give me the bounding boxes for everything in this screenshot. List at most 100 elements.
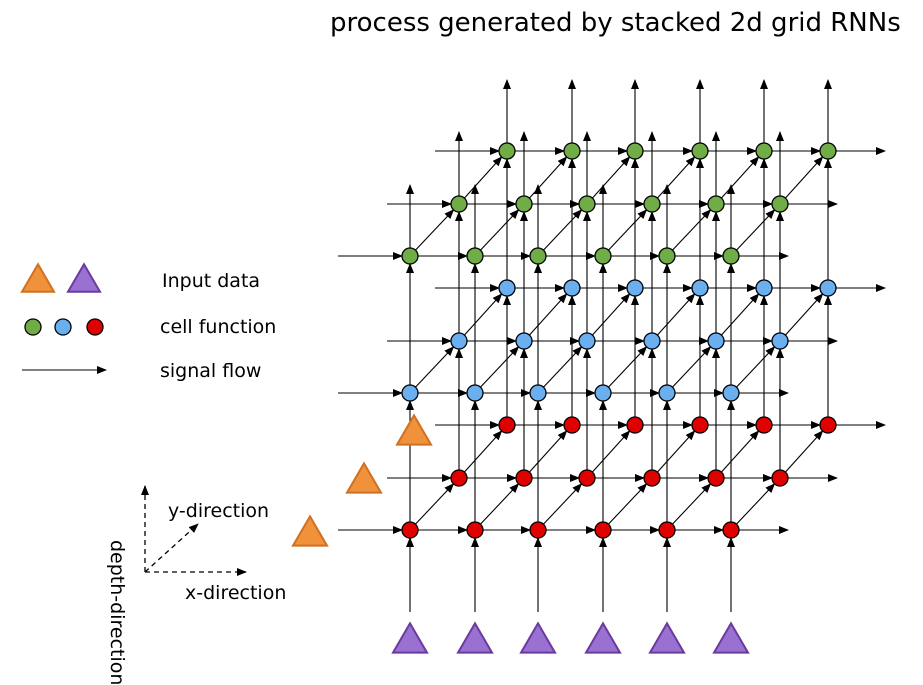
cell-node-blue: [594, 384, 612, 402]
diagram-title: process generated by stacked 2d grid RNN…: [330, 8, 901, 38]
cell-node-green: [515, 195, 533, 213]
input-triangles: [291, 413, 750, 654]
cell-node-red: [626, 416, 644, 434]
y-flow-arrow: [543, 483, 583, 525]
y-flow-arrow: [528, 430, 568, 473]
cell-node-blue: [722, 384, 740, 402]
cell-node-blue: [401, 384, 419, 402]
y-flow-arrow: [656, 156, 696, 199]
legend-input-label: Input data: [162, 270, 261, 292]
y-flow-arrow: [608, 346, 648, 388]
y-flow-arrow: [784, 293, 824, 336]
cell-node-red: [658, 521, 676, 539]
y-flow-arrow: [543, 209, 583, 251]
legend-graphics: [20, 262, 107, 374]
cell-node-green: [466, 247, 484, 265]
cell-node-red: [722, 521, 740, 539]
cell-node-red: [691, 416, 709, 434]
cell-node-green: [643, 195, 661, 213]
legend-cell-label: cell function: [160, 316, 277, 338]
y-flow-arrow: [784, 156, 824, 199]
y-flow-arrow: [463, 293, 503, 336]
legend-red-cell: [86, 318, 104, 336]
cell-node-blue: [450, 332, 468, 350]
purple-input-triangle: [456, 621, 494, 654]
purple-input-triangle: [584, 621, 622, 654]
legend-orange-triangle: [20, 262, 56, 293]
cell-node-green: [658, 247, 676, 265]
y-flow-arrow: [543, 346, 583, 388]
purple-input-triangle: [712, 621, 750, 654]
y-flow-arrow: [720, 156, 760, 199]
y-flow-arrow: [656, 293, 696, 336]
cell-node-red: [771, 469, 789, 487]
cell-node-red: [594, 521, 612, 539]
cell-node-blue: [498, 279, 516, 297]
purple-input-triangle: [391, 621, 429, 654]
cell-node-blue: [466, 384, 484, 402]
axes-graphics: [141, 485, 247, 576]
y-direction-label: y-direction: [168, 500, 270, 522]
y-flow-arrow: [480, 483, 520, 525]
y-flow-arrow: [463, 430, 503, 473]
cell-node-blue: [658, 384, 676, 402]
cell-node-red: [529, 521, 547, 539]
y-flow-arrow: [784, 430, 824, 473]
signal-flow-lines: [338, 79, 886, 612]
cell-node-red: [707, 469, 725, 487]
purple-input-triangle: [519, 621, 557, 654]
y-flow-arrow: [415, 483, 455, 525]
cell-node-red: [755, 416, 773, 434]
cell-node-blue: [578, 332, 596, 350]
y-flow-arrow: [528, 156, 568, 199]
y-flow-arrow: [591, 430, 631, 473]
cell-node-green: [722, 247, 740, 265]
cell-node-green: [707, 195, 725, 213]
cell-node-blue: [755, 279, 773, 297]
cell-node-blue: [691, 279, 709, 297]
cell-node-green: [594, 247, 612, 265]
x-direction-label: x-direction: [185, 582, 287, 604]
cell-node-green: [819, 142, 837, 160]
legend-purple-triangle: [66, 262, 102, 293]
y-flow-arrow: [591, 156, 631, 199]
orange-input-triangle: [345, 461, 383, 494]
y-flow-arrow: [736, 346, 776, 388]
cell-node-red: [401, 521, 419, 539]
legend-green-cell: [24, 318, 42, 336]
y-flow-arrow: [656, 430, 696, 473]
y-flow-arrow: [608, 209, 648, 251]
cell-node-red: [466, 521, 484, 539]
purple-input-triangle: [648, 621, 686, 654]
legend-blue-cell: [54, 318, 72, 336]
cell-node-blue: [707, 332, 725, 350]
y-flow-arrow: [480, 346, 520, 388]
cell-node-blue: [563, 279, 581, 297]
y-flow-arrow: [591, 293, 631, 336]
cell-node-red: [578, 469, 596, 487]
cell-node-green: [563, 142, 581, 160]
cell-node-blue: [819, 279, 837, 297]
y-flow-arrow: [480, 209, 520, 251]
y-flow-arrow: [672, 483, 712, 525]
cell-node-blue: [515, 332, 533, 350]
cell-nodes: [401, 142, 837, 539]
diagram: process generated by stacked 2d grid RNN…: [20, 8, 901, 685]
cell-node-red: [563, 416, 581, 434]
depth-direction-label: depth-direction: [106, 540, 128, 685]
cell-node-red: [643, 469, 661, 487]
cell-node-red: [450, 469, 468, 487]
y-flow-arrow: [672, 209, 712, 251]
y-flow-arrow: [720, 430, 760, 473]
y-flow-arrow: [415, 209, 455, 251]
y-flow-arrow: [736, 209, 776, 251]
y-flow-arrow: [672, 346, 712, 388]
cell-node-blue: [529, 384, 547, 402]
cell-node-blue: [771, 332, 789, 350]
cell-node-blue: [626, 279, 644, 297]
y-flow-arrow: [608, 483, 648, 525]
cell-node-green: [578, 195, 596, 213]
cell-node-green: [626, 142, 644, 160]
y-flow-arrow: [528, 293, 568, 336]
cell-node-green: [691, 142, 709, 160]
